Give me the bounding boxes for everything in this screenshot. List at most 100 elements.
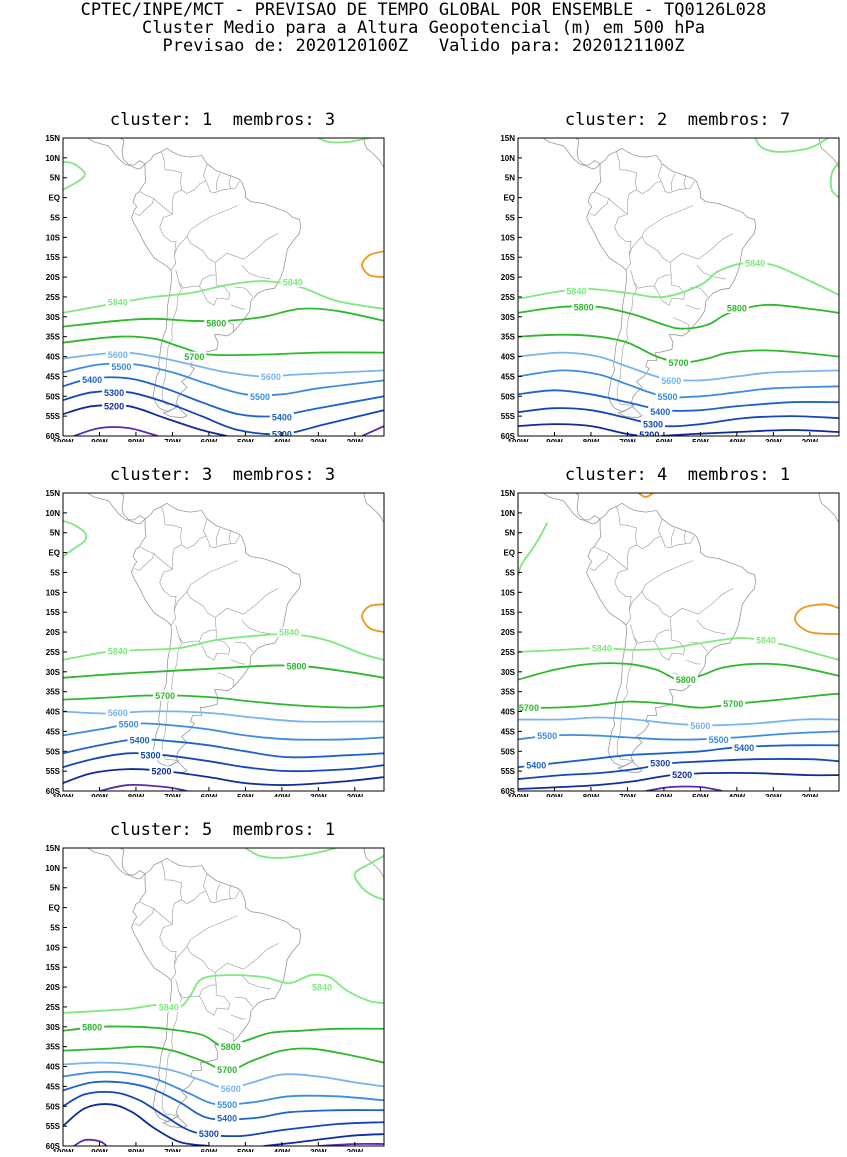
lat-label: 10N [45, 509, 60, 518]
lat-label: 25S [46, 293, 61, 302]
contour-5300 [63, 752, 384, 773]
map-content: 5840 5840 5800 5700 5600 5500 5400 5300 5200 [63, 493, 384, 791]
contour-label: 5840 [108, 298, 128, 308]
country-border [669, 233, 734, 263]
country-border [696, 264, 726, 280]
lon-label: 60W [201, 438, 218, 442]
map-frame [517, 492, 840, 792]
country-border [215, 883, 221, 901]
contour-label: 5600 [221, 1084, 241, 1094]
contour-high [361, 603, 384, 633]
map-plot: 5840 5840 5800 5800 5700 5600 5500 5400 5300 15N 1… [45, 844, 385, 1152]
contour-label-bg [732, 742, 757, 753]
country-border [685, 659, 701, 665]
lat-label: 55S [46, 767, 61, 776]
lon-label: 20W [347, 793, 364, 797]
country-border [215, 528, 221, 546]
contour-label: 5840 [566, 286, 586, 296]
contour-5500 [63, 1070, 384, 1106]
contour-label-bg [666, 357, 691, 368]
cluster-panel-2: cluster: 2 membros: 7 5840 5840 5800 5800 57… [455, 110, 847, 442]
country-border [203, 163, 240, 194]
map-frame [62, 847, 385, 1147]
lon-label: 20W [802, 793, 819, 797]
contour-5200 [63, 768, 384, 786]
contour-label-bg [102, 387, 127, 398]
contour-label-bg [105, 707, 130, 718]
lon-label: 30W [765, 438, 782, 442]
lat-label: 50S [501, 747, 516, 756]
africa-coastline [363, 493, 384, 524]
contour-label: 5800 [574, 302, 594, 312]
contour-5300 [63, 1091, 384, 1138]
contour-label: 5700 [723, 699, 743, 709]
contour-label-bg [564, 285, 589, 296]
africa-coastline [363, 848, 384, 879]
contour-label: 5400 [217, 1114, 237, 1124]
country-border [241, 264, 271, 280]
country-border [616, 151, 637, 215]
panel-title: cluster: 2 membros: 7 [564, 110, 791, 130]
lon-label: 50W [692, 438, 709, 442]
lon-label: 30W [765, 793, 782, 797]
contour-5100 [73, 426, 159, 436]
contour-high [637, 493, 654, 498]
lon-label: 20W [347, 438, 364, 442]
lat-label: 5N [50, 529, 60, 538]
central-america-pacific-coastline [542, 493, 601, 525]
contour-label-bg [648, 406, 673, 417]
contour-5840 [829, 161, 839, 199]
contour-label: 5400 [734, 743, 754, 753]
country-border [134, 901, 154, 926]
lat-label: 35S [46, 688, 61, 697]
contour-5840 [244, 848, 337, 859]
country-border [203, 518, 240, 549]
country-border [636, 180, 662, 194]
panel-title: cluster: 3 membros: 3 [109, 465, 336, 485]
country-border [234, 996, 253, 1008]
country-border [234, 286, 253, 298]
lat-label: 10S [501, 233, 516, 242]
contour-label-bg [204, 317, 229, 328]
lat-label: 45S [501, 372, 516, 381]
tierra-del-fuego-coastline [617, 761, 643, 773]
country-border [161, 151, 182, 215]
country-border [683, 529, 687, 544]
contour-label: 5500 [119, 720, 139, 730]
central-america-coastline [574, 493, 601, 521]
contour-5400 [63, 1080, 384, 1121]
country-border [230, 659, 246, 665]
africa-coastline [818, 138, 839, 169]
contour-label: 5840 [312, 983, 332, 993]
contour-5840 [353, 855, 384, 901]
lat-label: 5S [50, 923, 60, 932]
map-content: 5840 5840 5800 5700 5700 5600 5500 5500 5400 5400… [518, 493, 839, 791]
country-border [214, 588, 279, 618]
lon-label: 50W [692, 793, 709, 797]
map-plot: 5840584058005700560056005500550054005400… [45, 134, 385, 442]
contour-5800 [63, 664, 384, 679]
contour-label: 5500 [537, 731, 557, 741]
lat-label: 10N [500, 154, 515, 163]
lat-label: 10S [501, 588, 516, 597]
country-border [670, 173, 676, 191]
contour-label-bg [105, 646, 130, 657]
lat-label: 50S [46, 1102, 61, 1111]
lat-label: 10N [45, 154, 60, 163]
map-content: 5840 5840 5800 5800 5700 5600 5500 5400 5300 [63, 848, 384, 1146]
contour-label: 5500 [658, 392, 678, 402]
contour-label-bg [269, 411, 294, 422]
lat-label: 30S [46, 668, 61, 677]
lat-label: 55S [46, 1122, 61, 1131]
contour-high [361, 250, 384, 278]
contour-5100 [73, 1138, 108, 1146]
lat-label: 5N [50, 884, 60, 893]
contour-label-bg [109, 361, 134, 372]
contour-high [794, 603, 839, 635]
lon-label: 50W [237, 438, 254, 442]
contour-label: 5840 [745, 259, 765, 269]
contour-label: 5300 [650, 759, 670, 769]
contour-label: 5300 [643, 420, 663, 430]
lon-label: 50W [237, 793, 254, 797]
contour-5700 [63, 694, 384, 709]
